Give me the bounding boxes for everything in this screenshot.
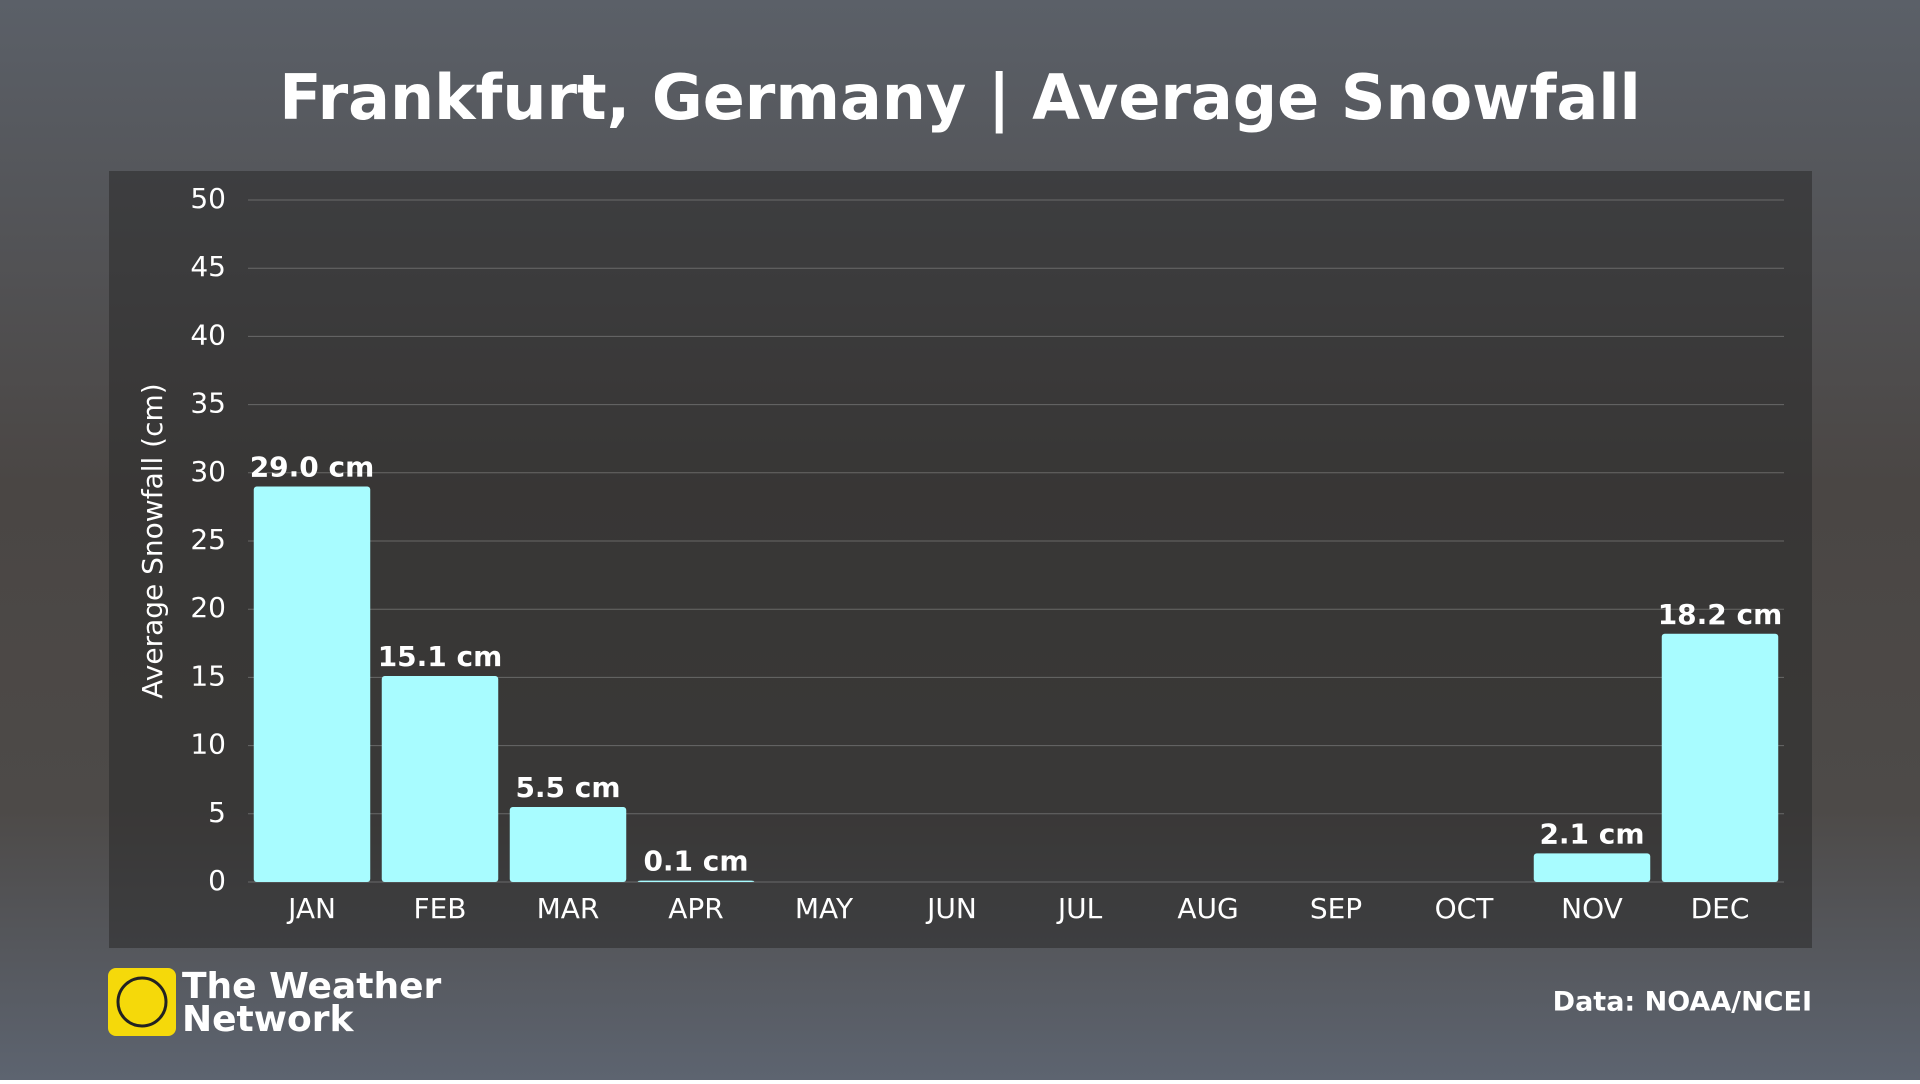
y-tick-label: 10	[190, 728, 226, 761]
x-tick-label: NOV	[1561, 892, 1623, 925]
x-tick-label: JUL	[1056, 892, 1103, 925]
bar	[253, 486, 371, 882]
value-label: 0.1 cm	[643, 845, 748, 878]
chart-title: Frankfurt, Germany | Average Snowfall	[279, 61, 1641, 135]
logo-text: The Weather	[182, 966, 442, 1007]
x-tick-label: OCT	[1435, 892, 1495, 925]
x-tick-label: APR	[668, 892, 724, 925]
x-tick-label: DEC	[1691, 892, 1750, 925]
y-tick-label: 5	[208, 796, 226, 829]
y-tick-label: 15	[190, 659, 226, 692]
value-label: 29.0 cm	[250, 450, 375, 483]
value-label: 15.1 cm	[378, 640, 503, 673]
logo-globe	[116, 976, 168, 1028]
value-label: 18.2 cm	[1658, 598, 1783, 631]
x-tick-label: MAY	[795, 892, 854, 925]
bar	[637, 880, 755, 882]
bar	[381, 676, 499, 882]
y-tick-label: 30	[190, 455, 226, 488]
value-label: 2.1 cm	[1539, 817, 1644, 850]
x-tick-label: MAR	[537, 892, 600, 925]
x-tick-label: SEP	[1310, 892, 1362, 925]
y-tick-label: 50	[190, 182, 226, 215]
source: Data: NOAA/NCEI	[1553, 987, 1812, 1018]
y-axis-label: Average Snowfall (cm)	[136, 383, 169, 698]
y-tick-label: 20	[190, 591, 226, 624]
y-tick-label: 40	[190, 318, 226, 351]
x-tick-label: AUG	[1177, 892, 1238, 925]
y-tick-label: 25	[190, 523, 226, 556]
x-tick-label: FEB	[413, 892, 466, 925]
bar	[1533, 853, 1651, 882]
value-label: 5.5 cm	[515, 771, 620, 804]
x-tick-label: JUN	[925, 892, 977, 925]
y-tick-label: 35	[190, 387, 226, 420]
bar	[1661, 633, 1779, 882]
y-tick-label: 45	[190, 250, 226, 283]
bar	[509, 806, 627, 882]
logo-text: Network	[182, 999, 354, 1040]
x-tick-label: JAN	[286, 892, 336, 925]
y-tick-label: 0	[208, 864, 226, 897]
